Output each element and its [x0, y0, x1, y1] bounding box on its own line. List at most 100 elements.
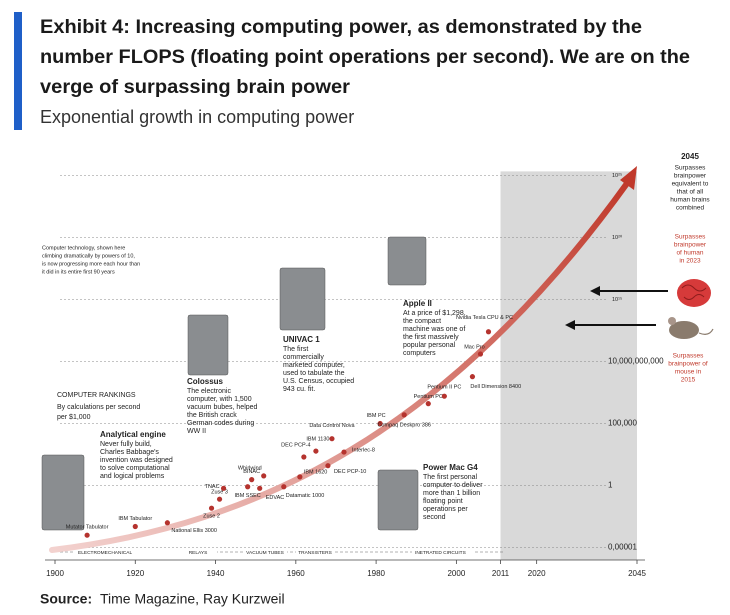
point-label: BINAC: [243, 469, 260, 475]
point-label: IBM PC: [367, 413, 386, 419]
callout-line: invention was designed: [100, 457, 173, 464]
data-point: [441, 393, 447, 399]
mouse-ear: [668, 317, 676, 325]
title-line: verge of surpassing brain power: [40, 77, 351, 98]
data-point: [84, 532, 90, 538]
point-label: EDVAC: [266, 495, 285, 501]
rankings-line: By calculations per second: [57, 404, 140, 411]
point-label: Dell Dimension 8400: [470, 384, 521, 390]
intro-line: Computer technology, shown here: [42, 245, 125, 251]
callout-line: Never fully build,: [100, 441, 152, 448]
point-label: Datamatic 1000: [286, 493, 325, 499]
data-point: [313, 448, 319, 454]
callout-line: to solve computational: [100, 465, 170, 472]
point-label: IBM Tabulator: [118, 516, 152, 522]
point-label: National Ellis 3000: [171, 528, 217, 534]
data-point: [281, 484, 287, 490]
point-label: Whirlwind: [238, 465, 262, 471]
callout-line: the first massively: [403, 334, 459, 341]
data-point: [401, 412, 407, 418]
y-tick-label: 1: [608, 481, 613, 490]
data-point: [164, 520, 170, 526]
milestone-title: 2045: [681, 152, 699, 161]
milestone-line: 2015: [681, 377, 696, 384]
era-label: INETRATED CIRCUITS: [415, 550, 466, 556]
point-label: Pentium II PC: [427, 385, 461, 391]
callout-line: operations per: [423, 506, 468, 513]
y-tick-label: 10¹⁵: [612, 296, 622, 303]
x-tick-label: 1960: [287, 569, 305, 578]
data-point: [220, 485, 227, 491]
x-tick-label: 1980: [367, 569, 385, 578]
point-label: Mac Pro: [464, 344, 484, 350]
subtitle: Exponential growth in computing power: [40, 107, 354, 127]
data-point: [297, 474, 303, 480]
photo: [187, 314, 229, 376]
rankings-line: per $1,000: [57, 414, 91, 421]
data-point: [325, 463, 331, 469]
callout-title: Analytical engine: [100, 430, 166, 439]
era-bg: [296, 549, 334, 555]
x-tick-label: 1900: [46, 569, 64, 578]
milestone-line: Surpasses: [673, 353, 704, 360]
milestone-line: mouse in: [675, 369, 702, 376]
milestone-line: in 2023: [679, 258, 701, 265]
callout-line: floating point: [423, 498, 463, 505]
callout-line: popular personal: [403, 342, 456, 349]
callout-line: The electronic: [187, 388, 231, 395]
callout-line: The first: [283, 346, 308, 353]
title-line: Exhibit 4: Increasing computing power, a…: [40, 17, 642, 38]
milestone-line: combined: [676, 205, 705, 212]
photo: [279, 267, 326, 331]
title-line: number FLOPS (floating point operations …: [40, 47, 690, 68]
data-point: [425, 401, 431, 407]
point-label: Interlec-8: [352, 448, 375, 454]
y-tick-label: 100,000: [608, 419, 637, 428]
callout-line: marketed computer,: [283, 362, 345, 369]
era-bg: [412, 549, 474, 555]
era-bg: [75, 549, 185, 555]
milestone-line: Surpasses: [675, 234, 706, 241]
era-label: ELECTROMECHANICAL: [78, 550, 132, 556]
photo: [41, 454, 85, 531]
point-label: IBM 1620: [304, 469, 328, 475]
callout-line: computers: [403, 350, 436, 357]
callout-line: Charles Babbage's: [100, 449, 159, 456]
data-point: [477, 351, 484, 357]
y-tick-label: 10²⁰: [612, 234, 623, 241]
data-point: [485, 329, 492, 335]
intro-line: it did in its entire first 90 years: [42, 269, 115, 275]
callout-line: the compact: [403, 318, 441, 325]
data-point: [245, 484, 251, 490]
callout-line: vacuum bubes, helped: [187, 404, 258, 411]
data-point: [469, 374, 476, 380]
era-label: RELAYS: [189, 550, 208, 556]
point-label: Nvidia Tesla CPU & PC: [456, 315, 513, 321]
point-label: Zuse 2: [203, 514, 220, 520]
callout-title: Colossus: [187, 377, 224, 386]
arrowhead: [590, 286, 600, 296]
data-point: [329, 436, 335, 442]
brain-folds: [681, 284, 707, 300]
x-tick-label: 2000: [447, 569, 465, 578]
callout-line: At a price of $1,298,: [403, 310, 466, 317]
callout-line: and logical problems: [100, 473, 165, 480]
point-label: Pentium PC: [414, 394, 443, 400]
milestone-line: brainpower: [674, 242, 707, 249]
data-point: [257, 485, 263, 491]
callout-line: the British crack: [187, 412, 237, 419]
source-text: Time Magazine, Ray Kurzweil: [100, 591, 285, 607]
callout-title: Power Mac G4: [423, 463, 478, 472]
point-label: Data Control Nova: [309, 423, 355, 429]
photo: [387, 236, 427, 286]
photo: [377, 469, 419, 531]
x-tick-label: 1920: [126, 569, 144, 578]
data-point: [377, 420, 383, 427]
point-label: Compaq Deskpro 386: [377, 422, 431, 428]
rankings-title: COMPUTER RANKINGS: [57, 392, 136, 399]
callout-line: WW II: [187, 428, 206, 435]
data-point: [261, 473, 267, 479]
callout-line: used to tabulate the: [283, 370, 345, 377]
milestone-line: equivalent to: [672, 181, 709, 188]
